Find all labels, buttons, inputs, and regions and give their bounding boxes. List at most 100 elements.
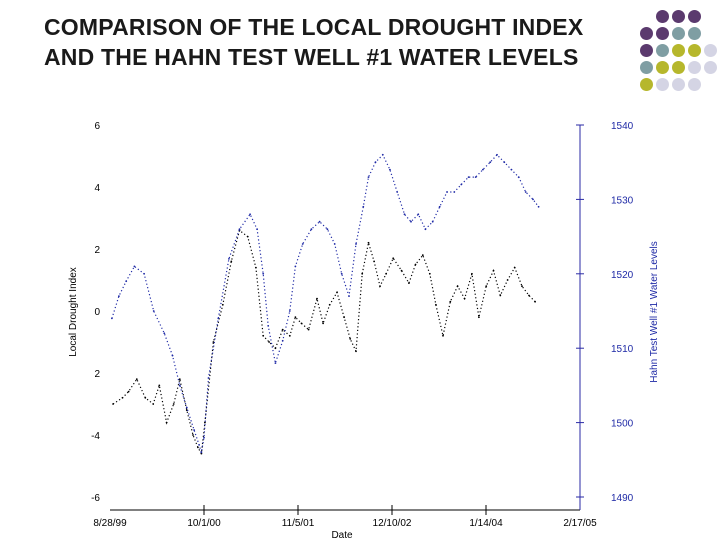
series-2-point [496,153,498,156]
series-2-point [207,377,210,379]
decor-dot [688,10,701,23]
decor-dot [656,61,669,74]
series-1-point [499,294,502,297]
series-1-point [172,403,175,405]
x-tick-label: 12/10/02 [373,518,412,529]
series-1-point [513,266,516,269]
x-tick-label: 2/17/05 [563,518,597,529]
series-2-point [362,205,365,208]
series-1-point [343,316,345,319]
series-2-point [111,317,113,320]
series-2-point [217,317,220,320]
series-2-point [474,176,477,179]
series-1-point [361,272,364,275]
series-2-point [438,205,441,208]
series-2-point [318,220,321,223]
series-1-point [336,291,338,294]
series-line-1 [112,229,536,456]
series-1-point [400,269,403,272]
decor-dot [640,78,653,91]
series-1-point [373,260,375,263]
series-2-point [389,168,391,171]
series-2-point [294,265,297,268]
left-axis-ticks: 6 4 2 0 2 -4 -6 [91,121,100,504]
series-2-point [198,444,201,446]
decorative-dot-grid [624,8,720,120]
series-1-point [221,303,224,306]
series-1-point [165,421,168,424]
series-2-point [453,191,456,193]
series-1-point [197,446,199,449]
left-tick-label: -4 [91,431,100,442]
series-2-point [503,161,506,164]
x-axis-ticks: 8/28/99 10/1/00 11/5/01 12/10/02 1/14/04 2/17… [93,505,597,529]
right-tick-label: 1510 [611,344,634,355]
series-1-point [349,338,352,340]
series-1-point [449,300,452,303]
series-1-point [262,334,265,337]
series-1-point [428,272,431,275]
decor-dot [672,44,685,57]
series-1-point [246,235,249,238]
series-2-point [396,191,399,193]
series-1-point [521,285,523,288]
series-1-point [355,350,357,353]
series-2-point [262,272,265,275]
series-1-point [112,403,114,405]
decor-dot [688,27,701,40]
series-1-point [379,285,381,288]
decor-dot [704,61,717,74]
series-2-point [524,191,527,193]
right-tick-label: 1520 [611,270,634,281]
series-1-point [127,390,130,393]
series-2-point [193,429,196,431]
series-1-point [281,328,284,331]
right-y-axis-title: Hahn Test Well #1 Water Levels [649,241,660,383]
series-2-point [203,436,205,439]
series-2-point [238,228,241,231]
series-1-point [534,300,536,303]
series-1-point [121,396,124,399]
series-2-point [310,228,313,231]
series-2-point [274,362,277,364]
series-1-point [152,403,155,405]
series-2-point [200,451,203,454]
series-2-point [417,213,420,216]
series-2-point [510,168,513,171]
series-1-point [471,272,473,275]
series-2-point [424,228,427,231]
decor-dot [656,27,669,40]
series-2-point [152,310,155,312]
series-2-point [185,406,188,409]
series-2-point [537,205,540,208]
series-2-point [256,228,258,231]
decor-dot [672,61,685,74]
x-tick-label: 8/28/99 [93,518,127,529]
right-tick-label: 1540 [611,121,634,132]
decor-dot [640,44,653,57]
right-tick-label: 1530 [611,195,634,206]
series-1-point [204,421,206,424]
right-tick-label: 1500 [611,419,634,430]
series-1-point [230,260,233,263]
left-tick-label: 0 [94,307,100,318]
series-2-point [281,339,284,342]
series-2-point [517,176,520,179]
series-2-point [467,176,470,179]
left-tick-label: 6 [94,121,100,132]
decor-dot [672,78,685,91]
series-1-point [288,334,291,337]
series-1-point [178,378,181,381]
decor-dot [656,10,669,23]
series-2-point [143,272,146,275]
series-2-point [374,161,377,164]
decor-dot [688,78,701,91]
decor-dot [672,10,685,23]
series-1-point [328,303,331,306]
series-2-point [410,220,412,223]
series-2-point [249,213,252,216]
series-2-point [267,325,270,327]
series-1-point [414,263,417,266]
series-2-point [482,168,484,171]
